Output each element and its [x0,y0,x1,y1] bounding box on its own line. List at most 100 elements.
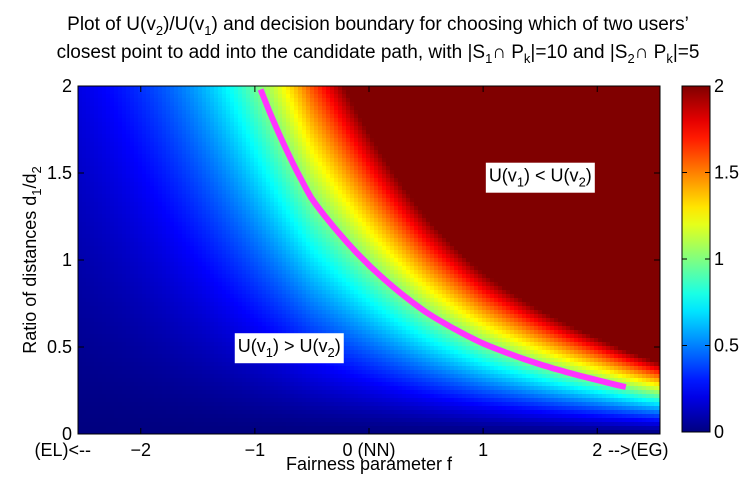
heatmap-cell [158,430,163,434]
heatmap-cell [298,154,303,159]
heatmap-cell [102,270,107,275]
heatmap-cell [278,90,283,95]
heatmap-cell [258,274,263,279]
heatmap-cell [190,394,195,399]
heatmap-cell [222,410,227,415]
heatmap-cell [158,290,163,295]
heatmap-cell [226,122,231,127]
heatmap-cell [154,278,159,283]
heatmap-cell [198,406,203,411]
heatmap-cell [274,314,279,319]
heatmap-cell [190,142,195,147]
heatmap-cell [86,230,91,235]
heatmap-cell [242,190,247,195]
heatmap-cell [186,426,191,431]
heatmap-cell [186,110,191,115]
heatmap-cell [238,218,243,223]
heatmap-cell [98,294,103,299]
heatmap-cell [214,154,219,159]
heatmap-cell [134,174,139,179]
heatmap-cell [202,330,207,335]
heatmap-cell [94,90,99,95]
heatmap-cell [166,278,171,283]
heatmap-cell [210,398,215,403]
heatmap-cell [170,94,175,99]
heatmap-cell [202,346,207,351]
heatmap-cell [206,298,211,303]
heatmap-cell [82,90,87,95]
heatmap-cell [306,218,311,223]
heatmap-cell [254,114,259,119]
heatmap-cell [86,418,91,423]
heatmap-cell [222,150,227,155]
heatmap-cell [126,174,131,179]
heatmap-cell [98,370,103,375]
heatmap-cell [230,322,235,327]
heatmap-cell [246,398,251,403]
heatmap-cell [162,114,167,119]
heatmap-cell [78,342,83,347]
heatmap-cell [178,314,183,319]
heatmap-cell [178,258,183,263]
heatmap-cell [202,258,207,263]
heatmap-cell [230,390,235,395]
heatmap-cell [222,290,227,295]
heatmap-cell [174,206,179,211]
heatmap-cell [90,186,95,191]
heatmap-cell [170,278,175,283]
heatmap-cell [198,170,203,175]
heatmap-cell [222,138,227,143]
heatmap-cell [302,378,307,383]
heatmap-cell [210,362,215,367]
heatmap-cell [242,426,247,431]
heatmap-cell [86,390,91,395]
heatmap-cell [94,230,99,235]
heatmap-cell [290,106,295,111]
heatmap-cell [302,258,307,263]
heatmap-cell [206,194,211,199]
heatmap-cell [262,202,267,207]
heatmap-cell [214,250,219,255]
heatmap-cell [166,158,171,163]
heatmap-cell [234,318,239,323]
heatmap-cell [90,310,95,315]
heatmap-cell [122,258,127,263]
heatmap-cell [262,282,267,287]
heatmap-cell [162,194,167,199]
heatmap-cell [270,178,275,183]
heatmap-cell [270,138,275,143]
heatmap-cell [298,166,303,171]
heatmap-cell [82,122,87,127]
heatmap-cell [122,134,127,139]
heatmap-cell [282,402,287,407]
heatmap-cell [266,230,271,235]
heatmap-cell [302,286,307,291]
heatmap-cell [86,318,91,323]
heatmap-cell [274,142,279,147]
heatmap-cell [170,150,175,155]
heatmap-cell [198,374,203,379]
heatmap-cell [206,274,211,279]
heatmap-cell [266,430,271,434]
heatmap-cell [210,374,215,379]
heatmap-cell [82,114,87,119]
heatmap-cell [178,122,183,127]
heatmap-cell [118,362,123,367]
heatmap-cell [166,346,171,351]
heatmap-cell [118,154,123,159]
heatmap-cell [130,242,135,247]
heatmap-cell [182,366,187,371]
heatmap-cell [78,374,83,379]
heatmap-cell [118,358,123,363]
heatmap-cell [154,258,159,263]
heatmap-cell [162,342,167,347]
heatmap-cell [214,322,219,327]
heatmap-cell [194,134,199,139]
heatmap-cell [126,138,131,143]
heatmap-cell [194,294,199,299]
heatmap-cell [298,110,303,115]
heatmap-cell [82,146,87,151]
heatmap-cell [174,198,179,203]
heatmap-cell [262,234,267,239]
heatmap-cell [94,158,99,163]
